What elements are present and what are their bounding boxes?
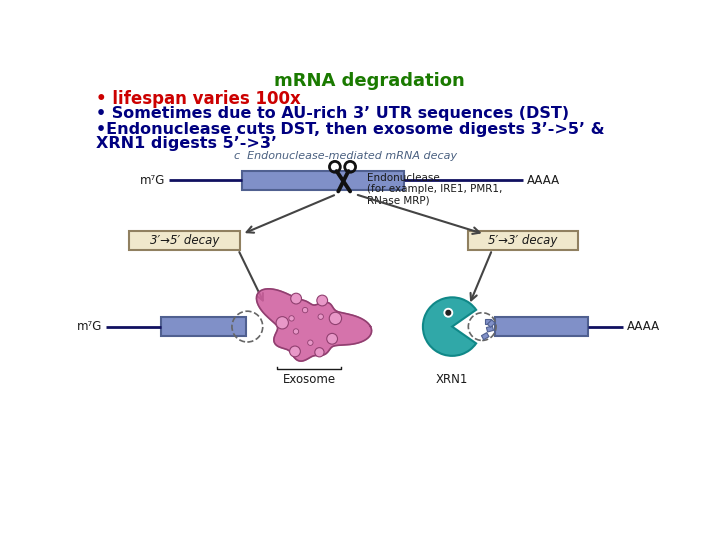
FancyBboxPatch shape	[242, 171, 404, 190]
Circle shape	[307, 340, 313, 346]
Text: 3′→5′ decay: 3′→5′ decay	[150, 234, 219, 247]
Text: c  Endonuclease-mediated mRNA decay: c Endonuclease-mediated mRNA decay	[234, 151, 457, 161]
Circle shape	[329, 312, 341, 325]
Text: Endonuclease
(for example, IRE1, PMR1,
RNase MRP): Endonuclease (for example, IRE1, PMR1, R…	[367, 173, 503, 206]
Text: m⁷G: m⁷G	[140, 174, 165, 187]
Text: • Sometimes due to AU-rich 3’ UTR sequences (DST): • Sometimes due to AU-rich 3’ UTR sequen…	[96, 106, 569, 120]
Text: • lifespan varies 100x: • lifespan varies 100x	[96, 90, 300, 108]
Circle shape	[318, 314, 323, 319]
Wedge shape	[423, 298, 476, 356]
Text: m⁷G: m⁷G	[76, 320, 102, 333]
Text: Exosome: Exosome	[282, 373, 336, 386]
Text: mRNA degradation: mRNA degradation	[274, 72, 464, 91]
Bar	[485, 319, 492, 323]
Bar	[487, 326, 493, 332]
Circle shape	[276, 316, 289, 329]
Circle shape	[289, 346, 300, 357]
Circle shape	[291, 293, 302, 304]
Circle shape	[302, 307, 307, 313]
FancyBboxPatch shape	[161, 318, 246, 336]
Text: AAAA: AAAA	[527, 174, 560, 187]
Circle shape	[317, 295, 328, 306]
Bar	[482, 333, 489, 340]
Text: 5′→3′ decay: 5′→3′ decay	[488, 234, 558, 247]
Circle shape	[446, 310, 451, 315]
Circle shape	[444, 308, 453, 317]
Circle shape	[327, 333, 338, 344]
FancyBboxPatch shape	[129, 231, 240, 249]
FancyBboxPatch shape	[467, 231, 578, 249]
Circle shape	[315, 348, 324, 357]
Bar	[487, 320, 495, 327]
Text: AAAA: AAAA	[627, 320, 660, 333]
Polygon shape	[256, 289, 372, 361]
Circle shape	[289, 316, 294, 321]
FancyBboxPatch shape	[495, 318, 588, 336]
Text: XRN1: XRN1	[436, 373, 468, 386]
Text: XRN1 digests 5’->3’: XRN1 digests 5’->3’	[96, 137, 276, 151]
Circle shape	[293, 329, 299, 334]
Text: •Endonuclease cuts DST, then exosome digests 3’->5’ &: •Endonuclease cuts DST, then exosome dig…	[96, 122, 604, 137]
